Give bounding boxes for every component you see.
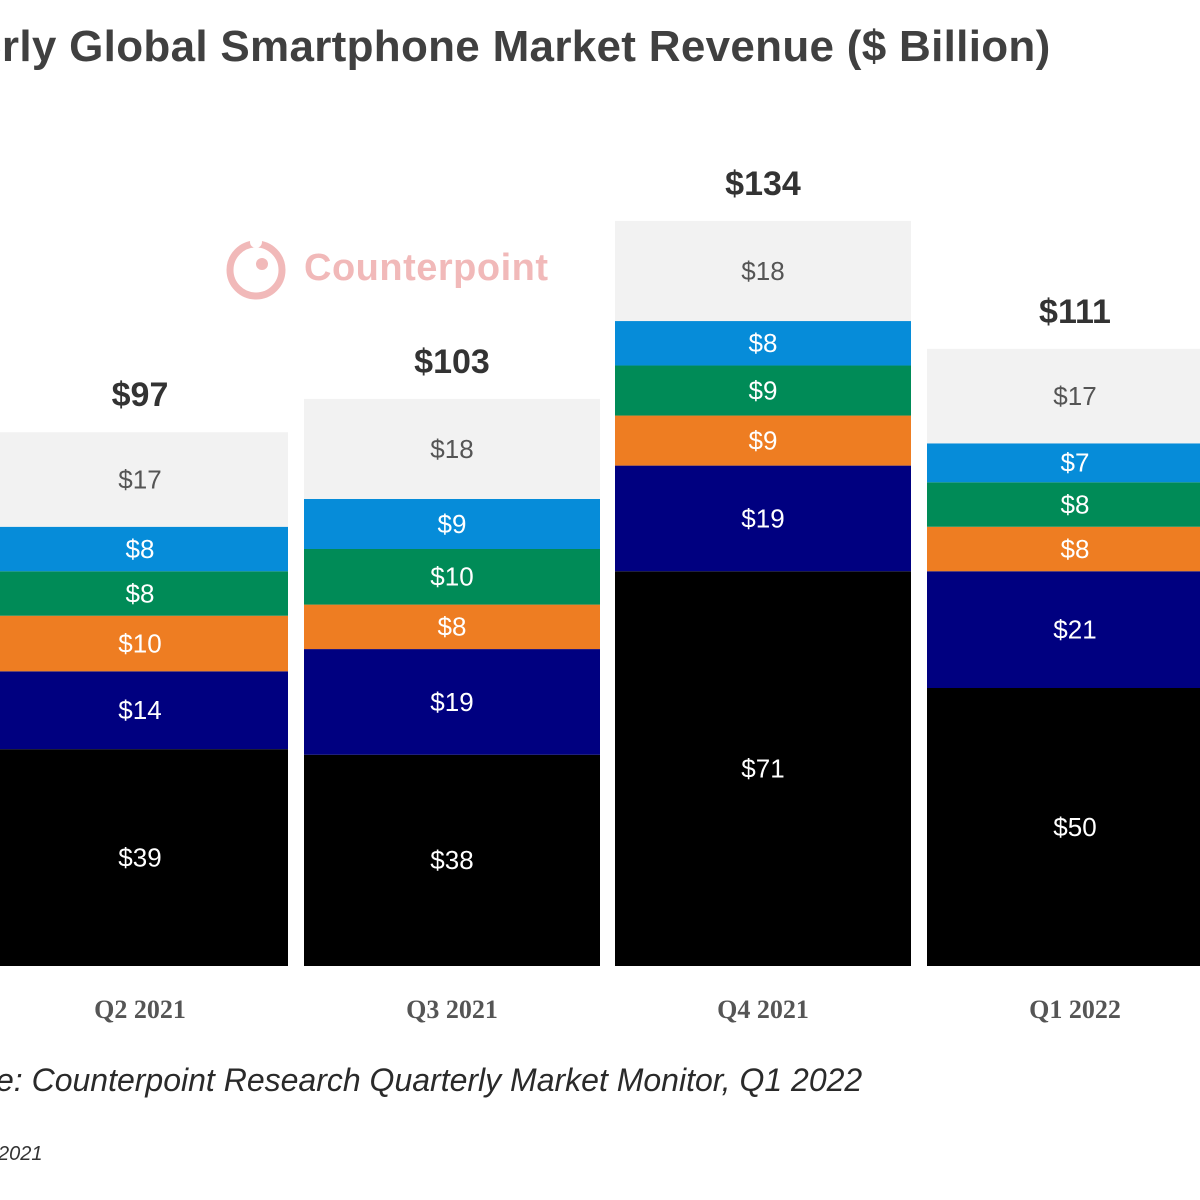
- bar-segment: [304, 649, 600, 755]
- bar-segment: [304, 604, 600, 650]
- bar-segment: [615, 571, 911, 966]
- segment-value-label: $18: [741, 256, 784, 286]
- x-tick-label: Q4 2021: [717, 995, 809, 1024]
- segment-value-label: $9: [749, 375, 778, 405]
- bar-segment: [927, 482, 1200, 527]
- segment-value-label: $50: [1053, 812, 1096, 842]
- source-note: se: Counterpoint Research Quarterly Mark…: [0, 1062, 863, 1098]
- bar-segment: [927, 526, 1200, 572]
- segment-value-label: $8: [749, 328, 778, 358]
- bar-segment: [615, 365, 911, 416]
- bar-segment: [0, 749, 288, 966]
- x-tick-label: Q3 2021: [406, 995, 498, 1024]
- segment-value-label: $21: [1053, 614, 1096, 644]
- segment-value-label: $19: [430, 687, 473, 717]
- counterpoint-logo-icon: [226, 236, 286, 300]
- segment-value-label: $9: [749, 425, 778, 455]
- bar-segment: [615, 415, 911, 466]
- chart-title: arterly Global Smartphone Market Revenue…: [0, 22, 1051, 71]
- bar-total-label: $134: [725, 165, 801, 203]
- segment-value-label: $38: [430, 845, 473, 875]
- bar-segment: [615, 465, 911, 572]
- bar-segment: [0, 526, 288, 572]
- segment-value-label: $7: [1061, 448, 1090, 478]
- bar-segment: [927, 688, 1200, 966]
- segment-value-label: $18: [430, 434, 473, 464]
- bar-total-label: $111: [1039, 293, 1111, 331]
- bar-segment: [615, 321, 911, 366]
- bar-segment: [304, 549, 600, 605]
- x-tick-label: Q2 2021: [94, 995, 186, 1024]
- bar-segment: [0, 432, 288, 527]
- segment-value-label: $9: [438, 509, 467, 539]
- bar-segment: [304, 754, 600, 966]
- segment-value-label: $14: [118, 695, 161, 725]
- segment-value-label: $8: [1061, 534, 1090, 564]
- bar-segment: [304, 398, 600, 499]
- segment-value-label: $10: [118, 628, 161, 658]
- segment-value-label: $71: [741, 753, 784, 783]
- bar-segment: [304, 498, 600, 549]
- bar-segment: [0, 671, 288, 750]
- bar-total-label: $97: [112, 376, 169, 414]
- bar-segment: [0, 571, 288, 616]
- watermark-text: Counterpoint: [304, 246, 549, 289]
- bar-segment: [927, 571, 1200, 688]
- segment-value-label: $39: [118, 842, 161, 872]
- bar-segment: [927, 443, 1200, 483]
- bar-segment: [615, 220, 911, 322]
- bar-segment: [0, 615, 288, 672]
- segment-value-label: $17: [118, 464, 161, 494]
- segment-value-label: $19: [741, 503, 784, 533]
- x-tick-label: Q1 2022: [1029, 995, 1121, 1024]
- bar-segment: [927, 348, 1200, 444]
- footnote: 2021: [0, 1143, 43, 1165]
- segment-value-label: $8: [1061, 489, 1090, 519]
- segment-value-label: $17: [1053, 381, 1096, 411]
- segment-value-label: $8: [126, 534, 155, 564]
- segment-value-label: $8: [126, 578, 155, 608]
- segment-value-label: $8: [438, 612, 467, 642]
- bar-total-label: $103: [414, 343, 490, 381]
- watermark: Counterpoint: [222, 232, 549, 304]
- segment-value-label: $10: [430, 562, 473, 592]
